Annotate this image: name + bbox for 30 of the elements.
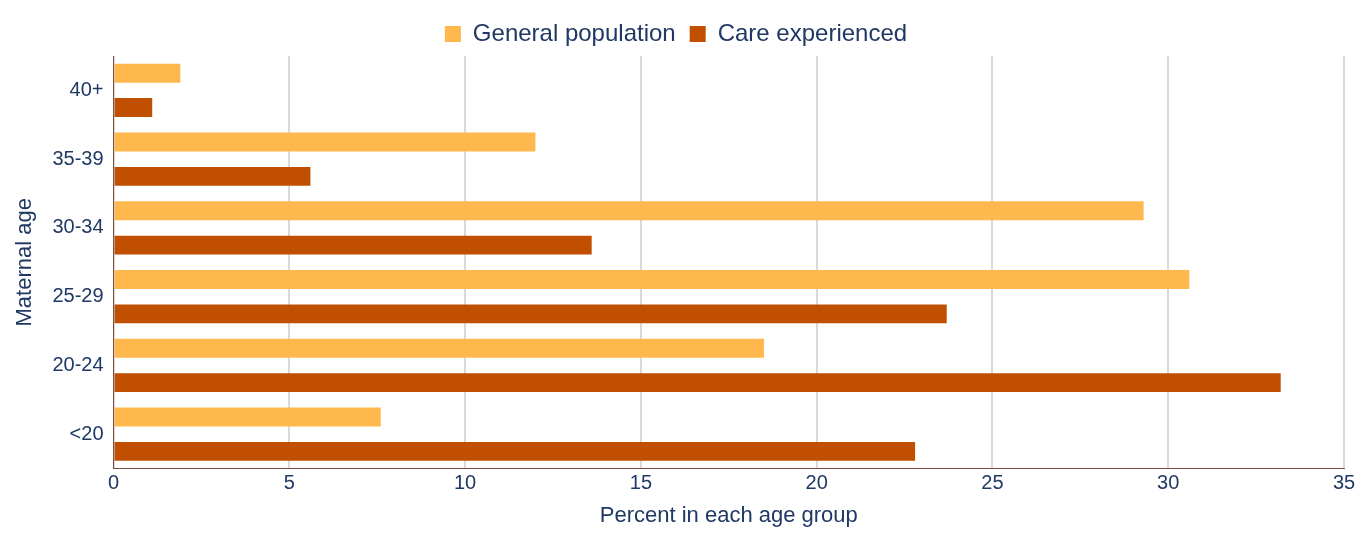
x-tick-label: 30 (1157, 471, 1180, 494)
bar (114, 235, 592, 255)
bar (114, 338, 764, 358)
x-tick-label: 10 (453, 471, 477, 494)
bar (114, 441, 916, 461)
legend-label: Care experienced (717, 18, 908, 46)
y-tick-label: 40+ (69, 77, 104, 100)
bar (114, 63, 181, 83)
bar (114, 407, 381, 427)
x-tick-label: 20 (805, 471, 828, 494)
bar (114, 304, 947, 324)
x-axis-title: Percent in each age group (599, 501, 858, 527)
x-tick-label: 25 (981, 471, 1004, 494)
legend-label: General population (472, 18, 676, 46)
y-tick-label: 25-29 (52, 284, 104, 307)
y-tick-label: 30-34 (52, 215, 104, 238)
x-tick-label: 15 (629, 471, 653, 494)
y-tick-label: 20-24 (52, 352, 104, 375)
bar (114, 132, 536, 152)
bar (114, 373, 1281, 393)
bar (114, 98, 153, 118)
x-tick-label: 0 (107, 471, 120, 494)
x-tick-label: 5 (283, 471, 295, 494)
bar (114, 270, 1190, 289)
y-axis-title: Maternal age (11, 198, 37, 327)
bar (114, 166, 311, 186)
y-tick-label: 35-39 (52, 146, 104, 169)
y-tick-label: <20 (69, 421, 104, 444)
bar (114, 201, 1144, 221)
x-tick-label: 35 (1332, 471, 1356, 494)
